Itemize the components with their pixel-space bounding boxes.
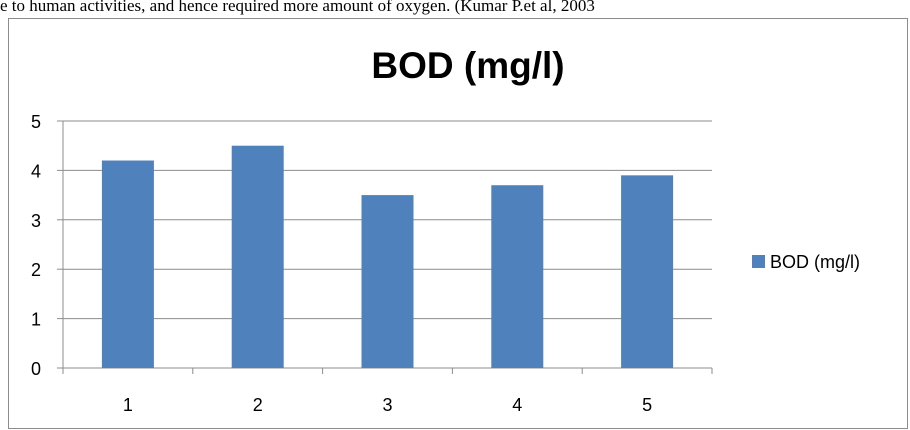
x-tick-label: 2 bbox=[253, 395, 263, 415]
x-tick-label: 5 bbox=[642, 395, 652, 415]
y-tick-label: 4 bbox=[31, 161, 41, 181]
bar bbox=[491, 185, 544, 368]
bar bbox=[621, 175, 674, 368]
x-tick-labels: 1 2 3 4 5 bbox=[123, 395, 652, 415]
y-tick-label: 1 bbox=[31, 310, 41, 330]
bar bbox=[231, 145, 284, 368]
body-text-line: e to human activities, and hence require… bbox=[0, 0, 595, 15]
legend-swatch bbox=[752, 255, 765, 268]
chart-area bbox=[8, 18, 908, 429]
legend-label: BOD (mg/l) bbox=[770, 252, 860, 272]
legend: BOD (mg/l) bbox=[752, 252, 860, 272]
bar bbox=[361, 195, 414, 368]
y-tick-label: 0 bbox=[31, 359, 41, 379]
x-tick-label: 1 bbox=[123, 395, 133, 415]
y-tick-labels: 0 1 2 3 4 5 bbox=[31, 112, 41, 379]
y-tick-label: 2 bbox=[31, 260, 41, 280]
chart-title: BOD (mg/l) bbox=[371, 45, 564, 86]
x-tick-label: 4 bbox=[512, 395, 522, 415]
bars bbox=[101, 145, 674, 368]
y-tick-label: 5 bbox=[31, 112, 41, 132]
x-tick-label: 3 bbox=[382, 395, 392, 415]
bar bbox=[101, 160, 154, 368]
y-tick-label: 3 bbox=[31, 211, 41, 231]
